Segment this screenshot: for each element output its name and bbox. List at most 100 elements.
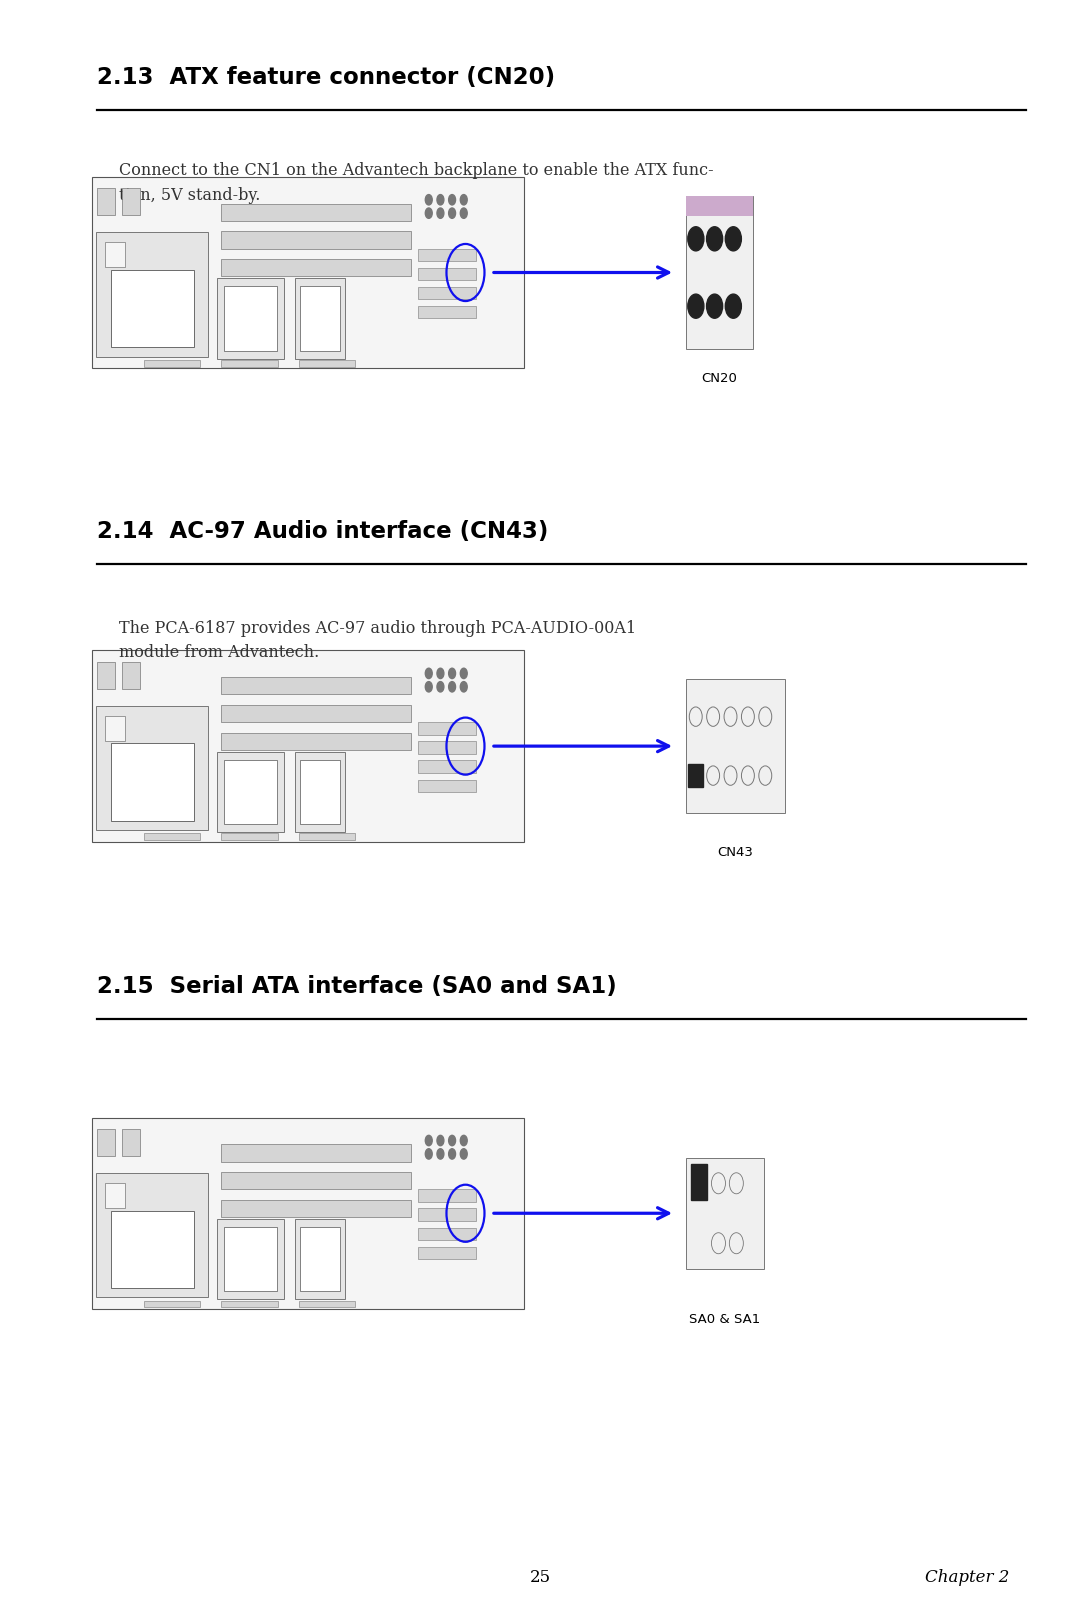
Bar xyxy=(111,1210,193,1288)
Bar xyxy=(299,834,355,840)
Circle shape xyxy=(460,208,468,219)
Bar xyxy=(111,269,193,347)
Circle shape xyxy=(437,208,444,219)
Circle shape xyxy=(426,1148,432,1160)
Bar xyxy=(686,680,785,813)
Bar xyxy=(221,260,411,276)
Circle shape xyxy=(460,1148,468,1160)
Bar xyxy=(92,1118,524,1309)
Circle shape xyxy=(460,668,468,678)
Bar xyxy=(217,1220,284,1299)
Bar xyxy=(418,741,476,754)
Circle shape xyxy=(426,668,432,678)
Bar xyxy=(418,780,476,792)
Bar xyxy=(221,204,411,221)
Circle shape xyxy=(437,195,444,204)
Bar xyxy=(97,1129,116,1156)
Bar xyxy=(221,678,411,694)
Circle shape xyxy=(448,1135,456,1145)
Bar xyxy=(92,650,524,842)
Bar xyxy=(686,196,753,216)
Text: Connect to the CN1 on the Advantech backplane to enable the ATX func-
tion, 5V s: Connect to the CN1 on the Advantech back… xyxy=(119,162,714,204)
Bar xyxy=(221,232,411,248)
Circle shape xyxy=(437,668,444,678)
Circle shape xyxy=(426,1135,432,1145)
Bar xyxy=(221,360,278,367)
Circle shape xyxy=(706,227,723,251)
Text: CN43: CN43 xyxy=(717,845,754,858)
Bar xyxy=(418,1247,476,1259)
Bar xyxy=(144,1301,200,1307)
Bar xyxy=(418,1189,476,1202)
Circle shape xyxy=(726,294,741,318)
Bar xyxy=(122,662,140,689)
Text: 25: 25 xyxy=(529,1570,551,1586)
Circle shape xyxy=(437,681,444,693)
Bar xyxy=(418,722,476,735)
Bar xyxy=(295,279,345,358)
Bar xyxy=(300,759,339,824)
Bar xyxy=(96,706,208,830)
Bar xyxy=(418,1208,476,1221)
Bar xyxy=(688,764,703,787)
Circle shape xyxy=(688,227,704,251)
Bar xyxy=(217,279,284,358)
Bar xyxy=(105,715,125,741)
Circle shape xyxy=(726,227,741,251)
Text: 2.14  AC-97 Audio interface (CN43): 2.14 AC-97 Audio interface (CN43) xyxy=(97,521,549,543)
Bar xyxy=(96,232,208,357)
Bar xyxy=(105,1182,125,1208)
Bar xyxy=(295,753,345,832)
Circle shape xyxy=(706,294,723,318)
Bar xyxy=(144,360,200,367)
Bar xyxy=(105,242,125,268)
Text: Chapter 2: Chapter 2 xyxy=(926,1570,1010,1586)
Bar xyxy=(97,662,116,689)
Text: CN20: CN20 xyxy=(701,371,738,384)
Bar xyxy=(111,743,193,821)
Circle shape xyxy=(448,668,456,678)
Circle shape xyxy=(460,1135,468,1145)
Bar xyxy=(221,733,411,749)
Text: 2.13  ATX feature connector (CN20): 2.13 ATX feature connector (CN20) xyxy=(97,67,555,89)
Circle shape xyxy=(448,681,456,693)
Bar xyxy=(295,1220,345,1299)
Bar xyxy=(122,1129,140,1156)
Bar xyxy=(221,834,278,840)
Bar xyxy=(686,1158,764,1268)
Bar xyxy=(221,1301,278,1307)
Bar xyxy=(221,706,411,722)
Bar xyxy=(418,268,476,281)
Bar xyxy=(224,285,278,350)
Circle shape xyxy=(448,195,456,204)
Bar xyxy=(418,761,476,774)
Bar xyxy=(418,1228,476,1241)
Circle shape xyxy=(426,208,432,219)
Bar xyxy=(97,188,116,216)
Bar xyxy=(221,1200,411,1216)
Bar xyxy=(418,307,476,318)
Bar xyxy=(686,196,753,349)
Circle shape xyxy=(437,1148,444,1160)
Bar xyxy=(122,188,140,216)
Bar xyxy=(224,759,278,824)
Bar xyxy=(217,753,284,832)
Text: SA0 & SA1: SA0 & SA1 xyxy=(689,1312,760,1325)
Circle shape xyxy=(426,681,432,693)
Circle shape xyxy=(437,1135,444,1145)
Bar xyxy=(299,360,355,367)
Bar xyxy=(96,1173,208,1298)
Circle shape xyxy=(460,195,468,204)
Bar xyxy=(144,834,200,840)
Bar xyxy=(418,248,476,261)
Circle shape xyxy=(448,208,456,219)
Text: The PCA-6187 provides AC-97 audio through PCA-AUDIO-00A1
module from Advantech.: The PCA-6187 provides AC-97 audio throug… xyxy=(119,620,636,662)
Circle shape xyxy=(426,195,432,204)
Bar xyxy=(299,1301,355,1307)
Bar xyxy=(691,1165,706,1200)
Bar xyxy=(92,177,524,368)
Bar xyxy=(418,287,476,300)
Text: 2.15  Serial ATA interface (SA0 and SA1): 2.15 Serial ATA interface (SA0 and SA1) xyxy=(97,975,617,998)
Bar xyxy=(300,285,339,350)
Circle shape xyxy=(688,294,704,318)
